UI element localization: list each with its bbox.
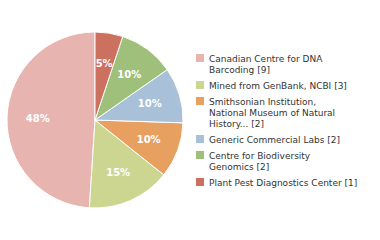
- slice-label: 10%: [137, 134, 161, 145]
- chart: 48% 15% 10% 10% 10% 5% Canadian Centre for DNA…: [0, 0, 380, 240]
- slice-label: 10%: [117, 69, 141, 80]
- legend-label-line: History... [2]: [209, 119, 264, 129]
- legend-swatch: [196, 135, 204, 143]
- legend-label: Centre for BiodiversityGenomics [2]: [209, 151, 311, 172]
- legend-label: Canadian Centre for DNABarcoding [9]: [209, 54, 323, 75]
- legend-label: Mined from GenBank, NCBI [3]: [209, 81, 347, 91]
- legend: Canadian Centre for DNABarcoding [9] Mine…: [196, 54, 357, 188]
- legend-label: Plant Pest Diagnostics Center [1]: [209, 178, 357, 188]
- pie-slice: [7, 32, 95, 208]
- legend-label-line: Mined from GenBank, NCBI [3]: [209, 81, 347, 91]
- legend-swatch: [196, 81, 204, 89]
- slice-label: 48%: [26, 113, 50, 124]
- legend-label-line: Canadian Centre for DNA: [209, 54, 323, 64]
- slice-label: 15%: [106, 167, 130, 178]
- legend-label-line: Generic Commercial Labs [2]: [209, 135, 340, 145]
- legend-swatch: [196, 97, 204, 105]
- background: [0, 0, 380, 240]
- legend-label-line: Plant Pest Diagnostics Center [1]: [209, 178, 357, 188]
- legend-label: Generic Commercial Labs [2]: [209, 135, 340, 145]
- slices: [7, 32, 183, 208]
- slice-labels: 48% 15% 10% 10% 10% 5%: [26, 58, 162, 178]
- slice-label: 5%: [96, 58, 113, 69]
- chart-container: 48% 15% 10% 10% 10% 5% Canadian Centre for DNA…: [0, 0, 380, 240]
- legend-label-line: Barcoding [9]: [209, 65, 270, 75]
- legend-swatch: [196, 54, 204, 62]
- legend-label-line: Centre for Biodiversity: [209, 151, 311, 161]
- legend-label-line: Smithsonian Institution,: [209, 97, 316, 107]
- slice-label: 10%: [138, 98, 162, 109]
- legend-swatch: [196, 151, 204, 159]
- legend-label-line: Genomics [2]: [209, 162, 269, 172]
- legend-label: Smithsonian Institution,National Museum …: [209, 97, 335, 129]
- legend-label-line: National Museum of Natural: [209, 108, 335, 118]
- legend-swatch: [196, 178, 204, 186]
